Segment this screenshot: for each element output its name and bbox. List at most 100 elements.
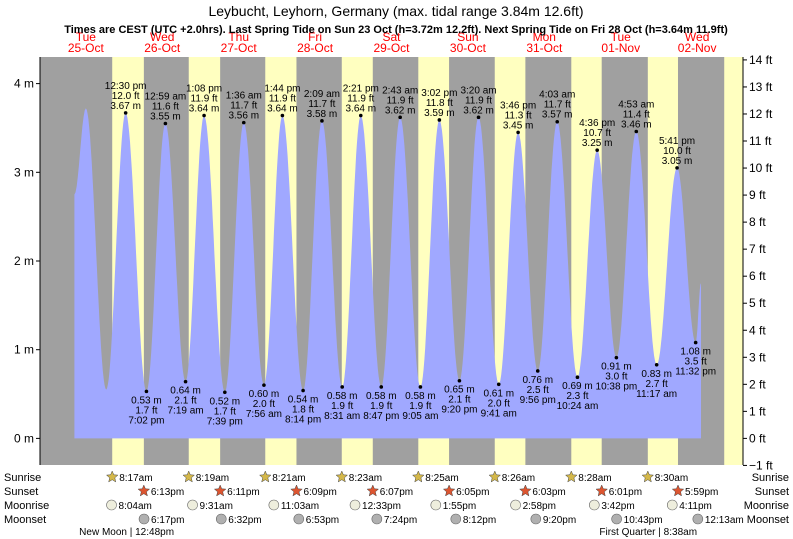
moonrise-time: 11:03am (281, 501, 319, 512)
low-tide-label: 2.0 ft (488, 398, 510, 409)
y-tick-label-ft: 10 ft (749, 161, 773, 175)
moonset-time: 10:43pm (624, 515, 663, 526)
axes: 0 m 1 m 2 m 3 m 4 m −1 ft 0 ft 1 ft 2 ft 3 ft 4 ft… (14, 30, 773, 472)
moonset-time: 7:24pm (384, 515, 417, 526)
low-tide-label: 0.58 m (327, 391, 358, 402)
day-name-label: Tue (611, 30, 632, 44)
high-tide-marker (241, 120, 246, 125)
high-tide-marker (555, 119, 560, 124)
day-date-label: 29-Oct (373, 41, 410, 55)
day-name-label: Tue (76, 30, 97, 44)
low-tide-label: 8:31 am (324, 411, 360, 422)
high-tide-label: 1:08 pm (186, 84, 222, 95)
day-date-label: 31-Oct (526, 41, 563, 55)
moonrise-icon (268, 499, 280, 511)
moonrise-time: 12:33pm (362, 501, 401, 512)
moonrise-icon (187, 499, 198, 511)
low-tide-label: 0.83 m (641, 369, 672, 380)
row-label-left: Sunrise (4, 472, 41, 484)
sunrise-time: 8:30am (655, 473, 688, 484)
sunset-icon (213, 484, 227, 497)
low-tide-label: 0.91 m (601, 362, 632, 373)
sunrise-icon (258, 470, 272, 483)
low-tide-label: 9:05 am (402, 411, 438, 422)
high-tide-label: 3.46 m (621, 120, 652, 131)
row-label-left: Moonrise (4, 500, 49, 512)
high-tide-label: 3.05 m (662, 156, 693, 167)
low-tide-label: 0.61 m (483, 388, 514, 399)
moonset-time: 6:32pm (228, 515, 261, 526)
sunrise-time: 8:23am (349, 473, 382, 484)
low-tide-label: 2.7 ft (646, 379, 668, 390)
high-tide-label: 11.9 ft (387, 95, 414, 106)
high-tide-label: 11.7 ft (308, 99, 335, 110)
low-tide-label: 1.7 ft (214, 406, 236, 417)
high-tide-label: 12:59 am (145, 92, 187, 103)
low-tide-label: 0.54 m (288, 394, 319, 405)
low-tide-label: 10:38 pm (596, 382, 638, 393)
high-tide-label: 4:36 pm (579, 118, 615, 129)
moonset-icon (371, 513, 383, 525)
sunset-time: 6:01pm (609, 487, 642, 498)
high-tide-label: 4:03 am (539, 90, 575, 101)
sunset-time: 6:07pm (380, 487, 413, 498)
sunrise-time: 8:26am (502, 473, 535, 484)
tide-area (74, 108, 701, 439)
low-tide-label: 10:24 am (557, 401, 599, 412)
low-tide-label: 0.58 m (366, 391, 397, 402)
high-tide-label: 3:02 pm (421, 88, 457, 99)
high-tide-marker (516, 130, 520, 135)
low-tide-marker (183, 379, 188, 384)
high-tide-label: 3.45 m (503, 120, 534, 131)
day-name-label: Wed (150, 30, 174, 44)
day-date-label: 25-Oct (68, 41, 105, 55)
low-tide-marker (535, 369, 540, 373)
moonset-icon (530, 513, 542, 525)
y-tick-label-m: 3 m (14, 165, 34, 179)
tide-curve (74, 108, 701, 439)
low-tide-marker (379, 385, 384, 389)
high-tide-label: 3.59 m (424, 108, 455, 119)
low-tide-label: 8:47 pm (363, 411, 399, 422)
high-tide-marker (634, 129, 639, 134)
y-tick-label-m: 4 m (14, 77, 34, 91)
high-tide-marker (202, 113, 206, 118)
moonset-icon (450, 513, 462, 525)
sunset-time: 6:05pm (456, 487, 489, 498)
high-tide-label: 2:21 pm (343, 84, 379, 95)
low-tide-label: 11:17 am (636, 389, 677, 400)
sunrise-icon (105, 470, 119, 483)
high-tide-label: 11.9 ft (191, 94, 218, 105)
high-tide-label: 3.62 m (463, 105, 494, 116)
y-tick-label-ft: 8 ft (749, 215, 766, 229)
sunset-icon (137, 484, 151, 497)
high-tide-label: 11.8 ft (426, 98, 453, 109)
high-tide-marker (280, 113, 285, 118)
high-tide-label: 3.67 m (110, 101, 141, 112)
high-tide-label: 3.56 m (228, 111, 259, 122)
high-tide-marker (320, 119, 324, 123)
low-tide-marker (262, 383, 266, 387)
sunset-time: 6:11pm (227, 487, 260, 498)
moonrise-time: 3:42pm (601, 501, 634, 512)
high-tide-label: 1:36 am (226, 91, 262, 102)
sunrise-icon (488, 470, 502, 483)
day-date-label: 02-Nov (678, 41, 717, 55)
low-tide-label: 9:20 pm (441, 405, 477, 416)
high-tide-label: 3.62 m (385, 105, 416, 116)
high-tide-label: 1:44 pm (264, 84, 300, 95)
high-tide-label: 10.7 ft (583, 128, 611, 139)
y-tick-label-ft: 11 ft (749, 134, 772, 148)
low-tide-label: 2.0 ft (253, 399, 275, 410)
high-tide-label: 12.0 ft (112, 91, 140, 102)
y-tick-label-m: 1 m (14, 343, 34, 357)
sunset-icon (671, 484, 685, 497)
high-tide-label: 11.4 ft (623, 110, 650, 121)
high-tide-marker (123, 111, 128, 115)
high-tide-label: 2:43 am (382, 85, 418, 96)
high-tide-label: 11.9 ft (347, 94, 374, 105)
high-tide-label: 11.7 ft (230, 101, 257, 112)
chart-subtitle: Times are CEST (UTC +2.0hrs). Last Sprin… (64, 24, 728, 36)
high-tide-marker (437, 118, 442, 122)
